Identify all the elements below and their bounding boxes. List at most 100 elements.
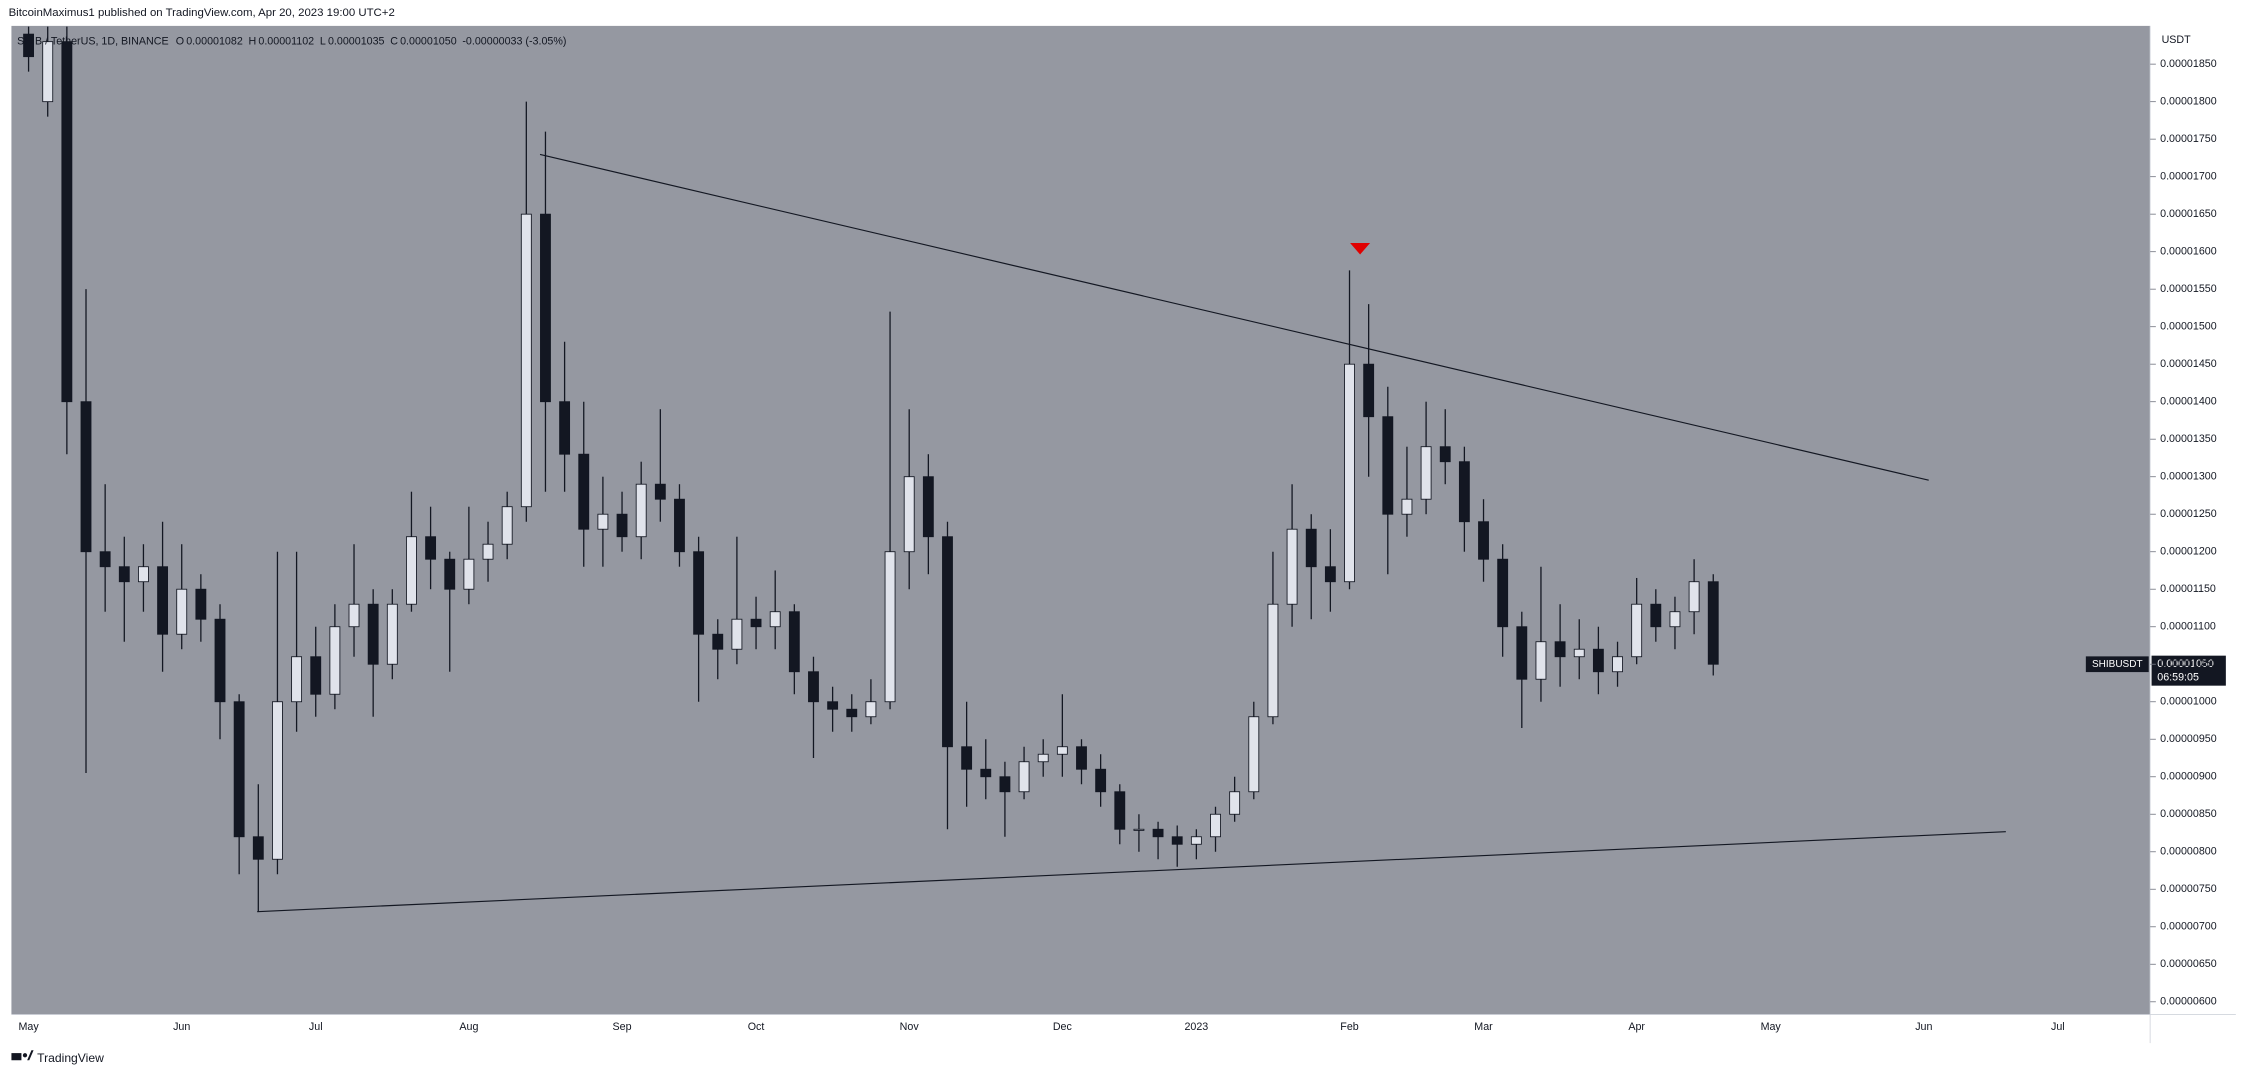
y-tick-label: 0.00001750 bbox=[2160, 133, 2217, 145]
candle-body bbox=[1229, 791, 1241, 815]
candle-body bbox=[1401, 498, 1413, 515]
candle-body bbox=[559, 401, 571, 455]
ohlc-label: O bbox=[176, 35, 184, 47]
candle-body bbox=[214, 618, 226, 703]
candle-body bbox=[1267, 603, 1279, 718]
candle-body bbox=[693, 551, 705, 635]
candle-body bbox=[118, 566, 130, 583]
y-tick-label: 0.00000900 bbox=[2160, 771, 2217, 783]
candle-body bbox=[712, 633, 724, 650]
tag-name: SHIBUSDT bbox=[2092, 659, 2143, 670]
candle-body bbox=[42, 41, 54, 103]
candle-body bbox=[233, 701, 245, 838]
candle-body bbox=[157, 566, 169, 635]
x-tick-label: Aug bbox=[459, 1021, 478, 1033]
candle-body bbox=[1324, 566, 1336, 583]
candle-body bbox=[1688, 581, 1700, 613]
candle-body bbox=[1535, 641, 1547, 680]
candle-body bbox=[903, 476, 915, 553]
candle-body bbox=[1573, 648, 1585, 658]
candle-body bbox=[1458, 461, 1470, 523]
tag-countdown: 06:59:05 bbox=[2157, 672, 2199, 684]
x-tick-label: Jul bbox=[309, 1021, 323, 1033]
candle-body bbox=[406, 536, 417, 605]
y-tick-label: 0.00001050 bbox=[2160, 658, 2217, 670]
y-tick-label: 0.00000950 bbox=[2160, 733, 2217, 745]
y-tick-label: 0.00001650 bbox=[2160, 208, 2217, 220]
candle-body bbox=[1497, 558, 1509, 628]
logo-mark bbox=[22, 1053, 28, 1058]
y-tick-label: 0.00000800 bbox=[2160, 846, 2217, 858]
candle-body bbox=[750, 618, 762, 628]
candle-body bbox=[654, 483, 666, 500]
candle-body bbox=[1305, 528, 1317, 568]
candle-body bbox=[674, 498, 685, 553]
y-tick-label: 0.00001500 bbox=[2160, 321, 2217, 333]
y-tick-label: 0.00000600 bbox=[2160, 996, 2217, 1008]
candle-body bbox=[540, 213, 551, 403]
candle-body bbox=[329, 626, 341, 695]
y-tick-label: 0.00001700 bbox=[2160, 170, 2217, 182]
candle-body bbox=[1133, 828, 1145, 831]
ohlc-value: 0.00001102 bbox=[258, 35, 314, 47]
candle-body bbox=[1363, 363, 1375, 418]
candle-body bbox=[1037, 753, 1049, 763]
candle-body bbox=[578, 453, 590, 530]
candle-body bbox=[616, 513, 628, 538]
candle-body bbox=[1171, 836, 1183, 845]
candle-body bbox=[999, 776, 1011, 793]
footer-brand: TradingView bbox=[37, 1051, 104, 1065]
candle-body bbox=[597, 513, 609, 530]
publisher: BitcoinMaximus1 published on TradingView… bbox=[9, 7, 395, 19]
candle-body bbox=[463, 558, 475, 590]
y-tick-label: 0.00001100 bbox=[2160, 621, 2216, 633]
y-tick-label: 0.00001350 bbox=[2160, 433, 2217, 445]
y-tick-label: 0.00000850 bbox=[2160, 808, 2217, 820]
ohlc-value: 0.00001035 bbox=[328, 35, 385, 47]
candle-body bbox=[788, 611, 800, 673]
candle-body bbox=[1248, 716, 1260, 793]
x-tick-label: Sep bbox=[613, 1021, 632, 1033]
candle-body bbox=[922, 476, 934, 538]
resistance-line bbox=[539, 153, 1929, 481]
candle-body bbox=[482, 543, 494, 560]
logo-mark bbox=[27, 1050, 34, 1061]
candle-body bbox=[1554, 641, 1566, 658]
candles bbox=[23, 26, 1719, 912]
candle-body bbox=[846, 708, 858, 718]
y-tick-label: 0.00001600 bbox=[2160, 246, 2217, 258]
candle-body bbox=[23, 33, 35, 58]
x-tick-label: 2023 bbox=[1184, 1021, 1208, 1033]
x-tick-label: Nov bbox=[900, 1021, 920, 1033]
ohlc-value: 0.00001050 bbox=[400, 35, 457, 47]
candle-body bbox=[272, 701, 283, 860]
candle-body bbox=[1056, 746, 1068, 755]
candle-body bbox=[310, 656, 322, 695]
x-tick-label: Jul bbox=[2051, 1021, 2065, 1033]
candle-body bbox=[444, 558, 456, 590]
candle-body bbox=[961, 746, 973, 770]
candle-body bbox=[348, 603, 360, 628]
price-tag: SHIBUSDT 0.00001050 06:59:05 bbox=[2085, 655, 2226, 686]
candle-body bbox=[1420, 446, 1432, 500]
candle-body bbox=[1018, 761, 1030, 793]
candle-body bbox=[1286, 528, 1298, 605]
candle-body bbox=[1650, 603, 1662, 628]
symbol-legend: SHIB / TetherUS, 1D, BINANCE O 0.00001082… bbox=[17, 35, 566, 47]
x-tick-label: Jun bbox=[173, 1021, 190, 1033]
candle-body bbox=[61, 41, 73, 403]
candle-body bbox=[252, 836, 264, 860]
tag-name-bg bbox=[2085, 656, 2149, 673]
candle-body bbox=[386, 603, 398, 665]
candle-body bbox=[1612, 656, 1623, 673]
candle-body bbox=[808, 671, 819, 703]
y-tick-label: 0.00001000 bbox=[2160, 696, 2217, 708]
candle-body bbox=[1344, 363, 1355, 583]
candle-body bbox=[367, 603, 379, 665]
candle-body bbox=[731, 618, 743, 650]
ohlc-label: H bbox=[249, 35, 257, 47]
ohlc-label: L bbox=[320, 35, 326, 47]
candle-body bbox=[425, 536, 437, 560]
